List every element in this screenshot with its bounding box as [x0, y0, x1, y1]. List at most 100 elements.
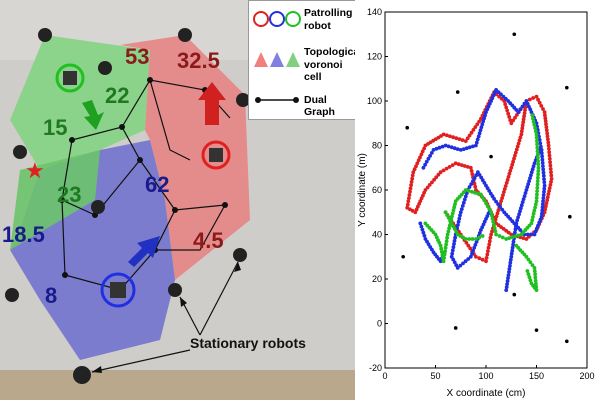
trajectory-point-blue	[513, 227, 518, 232]
trajectory-point-blue	[525, 232, 530, 237]
trajectory-point-green	[470, 189, 474, 194]
trajectory-point-red	[441, 168, 446, 173]
trajectory-point-green	[533, 275, 538, 280]
stationary-robot-point	[401, 254, 405, 259]
trajectory-point-blue	[508, 260, 513, 265]
trajectory-point-green	[480, 234, 485, 238]
stationary-robot-point	[565, 339, 569, 344]
trajectory-point-blue	[540, 154, 544, 159]
trajectory-point-green	[443, 245, 448, 250]
trajectory-point-red	[513, 115, 517, 120]
trajectory-point-blue	[475, 137, 480, 142]
trajectory-point-blue	[428, 154, 432, 158]
trajectory-point-blue	[540, 205, 545, 210]
trajectory-point-blue	[537, 220, 542, 225]
trajectory-point-green	[531, 116, 535, 121]
stationary-robots	[5, 28, 250, 384]
trajectory-point-blue	[429, 151, 434, 155]
trajectory-point-blue	[471, 179, 475, 184]
trajectory-point-red	[544, 125, 549, 130]
trajectory-point-blue	[540, 208, 545, 213]
trajectory-point-green	[439, 246, 444, 251]
trajectory-point-blue	[541, 199, 545, 204]
trajectory-point-blue	[511, 239, 516, 244]
stationary-robot	[236, 93, 250, 107]
trajectory-point-blue	[520, 200, 525, 205]
trajectory-point-blue	[538, 141, 543, 146]
trajectory-point-red	[463, 139, 468, 144]
stationary-robot-point	[534, 328, 539, 332]
trajectory-point-blue	[471, 144, 475, 149]
trajectory-point-blue	[541, 164, 545, 169]
trajectory-point-blue	[538, 146, 543, 151]
trajectory-point-green	[536, 165, 541, 170]
trajectory-point-blue	[541, 196, 546, 200]
trajectory-point-green	[534, 135, 539, 140]
trajectory-point-blue	[522, 194, 527, 199]
trajectory-point-blue	[480, 122, 485, 127]
trajectory-point-red	[487, 239, 492, 244]
trajectory-point-blue	[474, 140, 479, 145]
trajectory-point-blue	[463, 259, 468, 264]
trajectory-point-blue	[532, 232, 537, 237]
trajectory-point-red	[503, 184, 508, 188]
trajectory-point-red	[546, 137, 550, 142]
trajectory-point-red	[543, 119, 548, 124]
trajectory-point-red	[545, 131, 550, 136]
trajectory-point-red	[508, 118, 513, 122]
cell-value-18-5: 18.5	[2, 222, 45, 247]
trajectory-point-red	[407, 193, 412, 197]
trajectory-point-blue	[542, 186, 547, 191]
legend-robot-circles	[253, 11, 301, 27]
trajectory-point-red	[548, 167, 553, 171]
trajectory-point-green	[452, 205, 457, 210]
trajectory-point-blue	[494, 199, 498, 204]
robot-body	[110, 282, 126, 298]
trajectory-point-green	[466, 189, 471, 193]
trajectory-point-green	[445, 232, 450, 237]
trajectory-point-blue	[542, 183, 547, 188]
trajectory-point-green	[451, 208, 456, 213]
trajectory-point-green	[533, 202, 538, 207]
trajectory-point-red	[537, 100, 542, 105]
y-tick-label: 100	[367, 96, 382, 106]
trajectory-point-blue	[418, 221, 423, 226]
trajectory-point-red	[502, 187, 507, 191]
arrow-blue-icon	[128, 236, 160, 267]
trajectory-point-red	[444, 133, 449, 138]
trajectory-point-green	[441, 259, 446, 264]
trajectory-point-blue	[443, 143, 448, 148]
trajectory-point-green	[473, 190, 477, 195]
patrol-robot-green	[55, 63, 85, 93]
trajectory-point-blue	[457, 216, 462, 221]
trajectory-point-red	[459, 163, 464, 168]
trajectory-point-green	[532, 266, 537, 270]
legend-cell-triangles	[254, 52, 300, 67]
robot-body	[63, 71, 77, 85]
trajectory-point-blue	[521, 197, 526, 202]
stationary-robot-point	[565, 85, 569, 90]
trajectory-chart-panel: 0 50 100 150 200 -20 0 20 40 60 80 100 120 140 X coord…	[355, 0, 600, 400]
trajectory-point-red	[430, 180, 434, 185]
trajectory-point-green	[485, 204, 490, 209]
trajectory-point-red	[547, 153, 552, 158]
stationary-robot	[38, 28, 52, 42]
trajectory-point-blue	[461, 261, 465, 266]
trajectory-point-red	[473, 184, 478, 189]
trajectory-point-green	[535, 182, 540, 187]
trajectory-point-red	[412, 167, 417, 172]
trajectory-point-red	[408, 186, 413, 191]
trajectory-point-blue	[528, 176, 532, 181]
stationary-robot-point	[568, 214, 572, 219]
trajectory-point-red	[464, 240, 469, 245]
legend-graph-symbol	[255, 97, 299, 103]
trajectory-point-blue	[540, 202, 545, 207]
trajectory-point-blue	[452, 146, 457, 151]
cell-value-23: 23	[57, 182, 82, 207]
trajectory-point-green	[487, 207, 492, 212]
trajectory-point-blue	[423, 162, 427, 167]
y-axis-label: Y coordinate (m)	[357, 153, 368, 227]
trajectory-point-green	[493, 229, 498, 234]
trajectory-point-blue	[479, 125, 484, 130]
trajectory-point-red	[548, 163, 553, 168]
